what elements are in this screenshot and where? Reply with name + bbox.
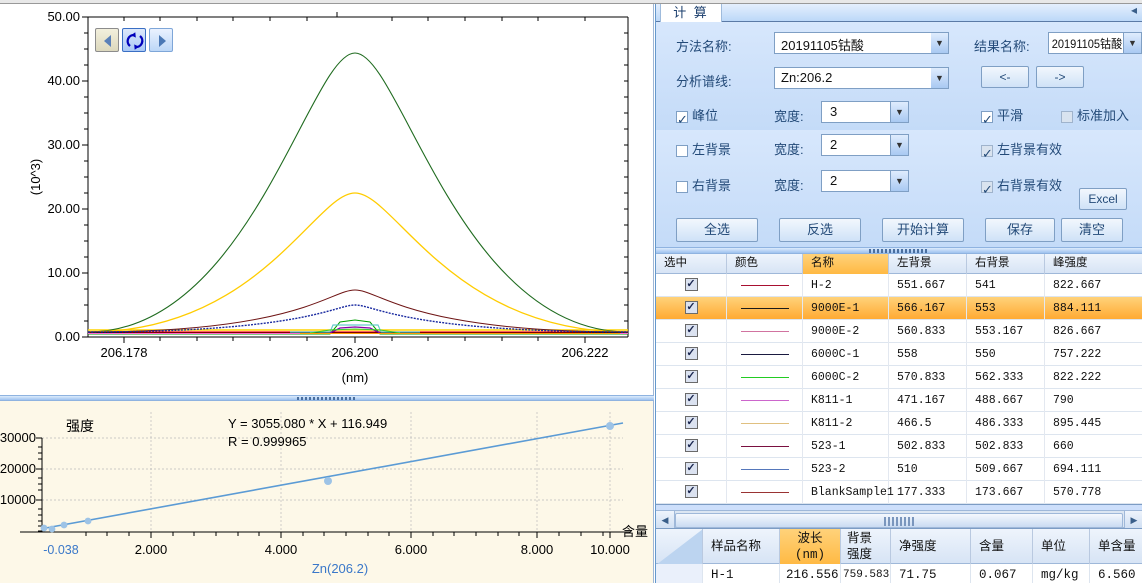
- svg-text:Y = 3055.080 * X + 116.949: Y = 3055.080 * X + 116.949: [228, 416, 387, 431]
- svg-text:20.00: 20.00: [47, 201, 80, 216]
- svg-text:0.00: 0.00: [55, 329, 80, 344]
- svg-text:206.178: 206.178: [101, 345, 148, 360]
- svg-text:30.00: 30.00: [47, 137, 80, 152]
- svg-text:206.222: 206.222: [562, 345, 609, 360]
- svg-text:Zn(206.2): Zn(206.2): [312, 561, 368, 576]
- svg-text:50.00: 50.00: [47, 9, 80, 24]
- svg-text:30000: 30000: [0, 430, 36, 445]
- svg-text:10.000: 10.000: [590, 542, 630, 557]
- svg-text:4.000: 4.000: [265, 542, 298, 557]
- svg-text:10.00: 10.00: [47, 265, 80, 280]
- svg-text:强度: 强度: [66, 418, 94, 434]
- svg-text:-0.038: -0.038: [43, 543, 78, 557]
- svg-text:20000: 20000: [0, 461, 36, 476]
- svg-text:10000: 10000: [0, 492, 36, 507]
- svg-text:R = 0.999965: R = 0.999965: [228, 434, 306, 449]
- svg-text:8.000: 8.000: [521, 542, 554, 557]
- svg-text:6.000: 6.000: [395, 542, 428, 557]
- svg-text:40.00: 40.00: [47, 73, 80, 88]
- svg-text:(10^3): (10^3): [28, 159, 43, 195]
- svg-text:2.000: 2.000: [135, 542, 168, 557]
- svg-text:206.200: 206.200: [332, 345, 379, 360]
- svg-text:(nm): (nm): [342, 370, 369, 385]
- svg-text:含量: 含量: [622, 524, 648, 539]
